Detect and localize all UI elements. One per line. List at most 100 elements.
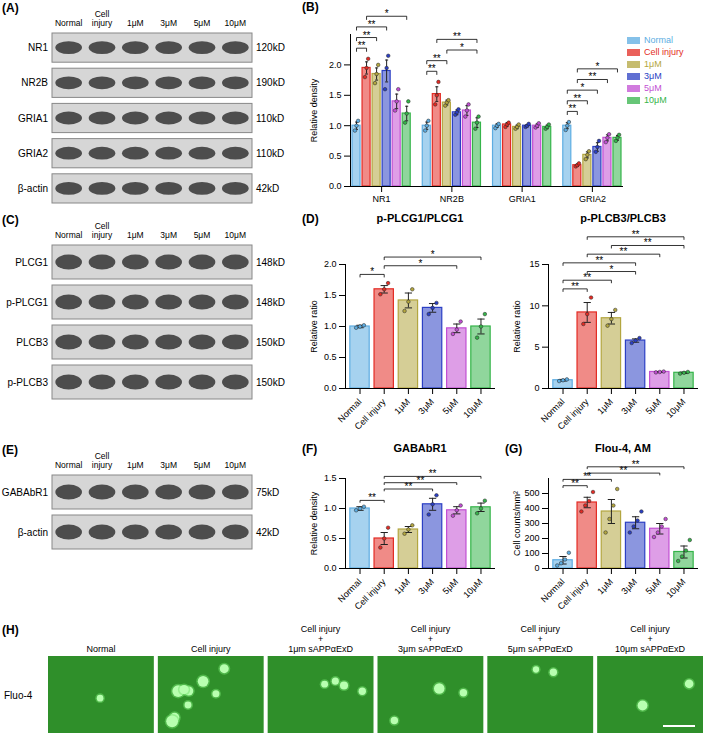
svg-text:**: ** [453, 31, 461, 42]
svg-text:148kD: 148kD [256, 257, 285, 268]
svg-text:GRIA2: GRIA2 [18, 148, 48, 159]
svg-text:**: ** [620, 246, 628, 257]
svg-text:*: * [385, 8, 389, 19]
svg-text:Cell injury: Cell injury [556, 576, 591, 611]
svg-text:*: * [370, 266, 374, 277]
svg-text:3μm sAPPαExD: 3μm sAPPαExD [398, 644, 463, 654]
svg-text:**: ** [632, 229, 640, 240]
svg-text:**: ** [368, 492, 376, 503]
svg-text:injury: injury [92, 460, 113, 470]
svg-text:300: 300 [524, 518, 539, 528]
svg-text:Cell: Cell [95, 9, 110, 19]
svg-text:148kD: 148kD [256, 297, 285, 308]
svg-text:5μM: 5μM [644, 577, 664, 597]
svg-text:1μM: 1μM [392, 577, 412, 597]
svg-text:3μM: 3μM [416, 577, 436, 597]
svg-text:Cell injury: Cell injury [630, 624, 670, 634]
svg-text:1.5: 1.5 [324, 290, 337, 300]
svg-text:1μM: 1μM [392, 397, 412, 417]
svg-text:3μM: 3μM [619, 577, 639, 597]
svg-text:p-PLCG1: p-PLCG1 [6, 297, 48, 308]
svg-text:150kD: 150kD [256, 337, 285, 348]
svg-text:0.5: 0.5 [329, 151, 342, 161]
svg-text:10μm sAPPαExD: 10μm sAPPαExD [615, 644, 685, 654]
svg-text:120kD: 120kD [256, 42, 285, 53]
svg-text:Cell injury: Cell injury [353, 396, 388, 431]
svg-text:10μM: 10μM [461, 397, 484, 420]
svg-text:Normal: Normal [55, 230, 83, 240]
svg-text:GRIA2: GRIA2 [579, 194, 606, 204]
svg-text:(A): (A) [2, 1, 19, 15]
svg-text:110kD: 110kD [256, 148, 284, 159]
svg-text:Relative density: Relative density [309, 491, 319, 555]
svg-text:**: ** [568, 103, 576, 114]
svg-text:**: ** [632, 459, 640, 470]
svg-text:Fluo-4: Fluo-4 [4, 690, 33, 701]
svg-text:10μM: 10μM [664, 577, 687, 600]
svg-text:2.0: 2.0 [324, 259, 337, 269]
svg-text:**: ** [429, 468, 437, 479]
svg-text:Cell injury: Cell injury [411, 624, 451, 634]
svg-text:Cell injury: Cell injury [191, 644, 231, 654]
svg-text:5μM: 5μM [644, 397, 664, 417]
svg-text:**: ** [571, 281, 579, 292]
svg-text:42kD: 42kD [256, 183, 279, 194]
svg-text:0.5: 0.5 [324, 352, 337, 362]
svg-text:injury: injury [92, 230, 113, 240]
svg-text:Cell injury: Cell injury [353, 576, 388, 611]
svg-text:Normal: Normal [86, 644, 115, 654]
svg-text:GRIA1: GRIA1 [18, 113, 48, 124]
svg-text:**: ** [620, 465, 628, 476]
svg-text:Cell: Cell [95, 451, 110, 461]
svg-text:*: * [580, 82, 584, 93]
svg-text:(C): (C) [2, 213, 19, 227]
svg-text:NR1: NR1 [373, 194, 391, 204]
svg-text:5μM: 5μM [194, 460, 211, 470]
svg-text:400: 400 [524, 503, 539, 513]
svg-text:3μM: 3μM [160, 230, 177, 240]
svg-text:GABAbR1: GABAbR1 [2, 487, 49, 498]
svg-text:**: ** [644, 237, 652, 248]
svg-text:Cell injury: Cell injury [301, 624, 341, 634]
svg-text:**: ** [363, 30, 371, 41]
svg-text:2.0: 2.0 [329, 60, 342, 70]
svg-text:Relative ratio: Relative ratio [309, 300, 319, 353]
svg-text:42kD: 42kD [256, 527, 279, 538]
svg-text:5μM: 5μM [194, 230, 211, 240]
svg-text:**: ** [583, 272, 591, 283]
svg-text:0.5: 0.5 [324, 533, 337, 543]
svg-text:NR2B: NR2B [21, 77, 48, 88]
svg-text:*: * [460, 42, 464, 53]
svg-text:3μM: 3μM [619, 397, 639, 417]
svg-text:**: ** [595, 255, 603, 266]
svg-text:(H): (H) [2, 623, 19, 637]
svg-text:100: 100 [524, 548, 539, 558]
svg-text:0: 0 [534, 563, 539, 573]
svg-text:Relative density: Relative density [309, 78, 319, 142]
svg-text:10μM: 10μM [225, 230, 246, 240]
svg-text:*: * [419, 258, 423, 269]
svg-text:1μM: 1μM [127, 460, 144, 470]
svg-text:GRIA1: GRIA1 [509, 194, 536, 204]
svg-text:Cell injury: Cell injury [556, 396, 591, 431]
svg-text:10μM: 10μM [664, 397, 687, 420]
svg-text:10μM: 10μM [225, 18, 246, 28]
svg-text:Normal: Normal [55, 460, 83, 470]
svg-text:150kD: 150kD [256, 377, 285, 388]
svg-text:5μM: 5μM [441, 577, 461, 597]
svg-text:5μM: 5μM [441, 397, 461, 417]
svg-text:1μM: 1μM [595, 397, 615, 417]
svg-text:1.5: 1.5 [324, 473, 337, 483]
svg-text:β-actin: β-actin [18, 183, 48, 194]
svg-text:Cell: Cell [95, 221, 110, 231]
svg-text:15: 15 [529, 259, 539, 269]
svg-text:1μm sAPPαExD: 1μm sAPPαExD [288, 644, 353, 654]
svg-text:10: 10 [529, 301, 539, 311]
svg-text:PLCG1: PLCG1 [15, 257, 48, 268]
svg-text:1.0: 1.0 [329, 121, 342, 131]
svg-text:5μM: 5μM [194, 18, 211, 28]
svg-text:0: 0 [534, 383, 539, 393]
svg-text:PLCB3: PLCB3 [16, 337, 48, 348]
svg-text:10μM: 10μM [461, 577, 484, 600]
svg-text:**: ** [583, 471, 591, 482]
